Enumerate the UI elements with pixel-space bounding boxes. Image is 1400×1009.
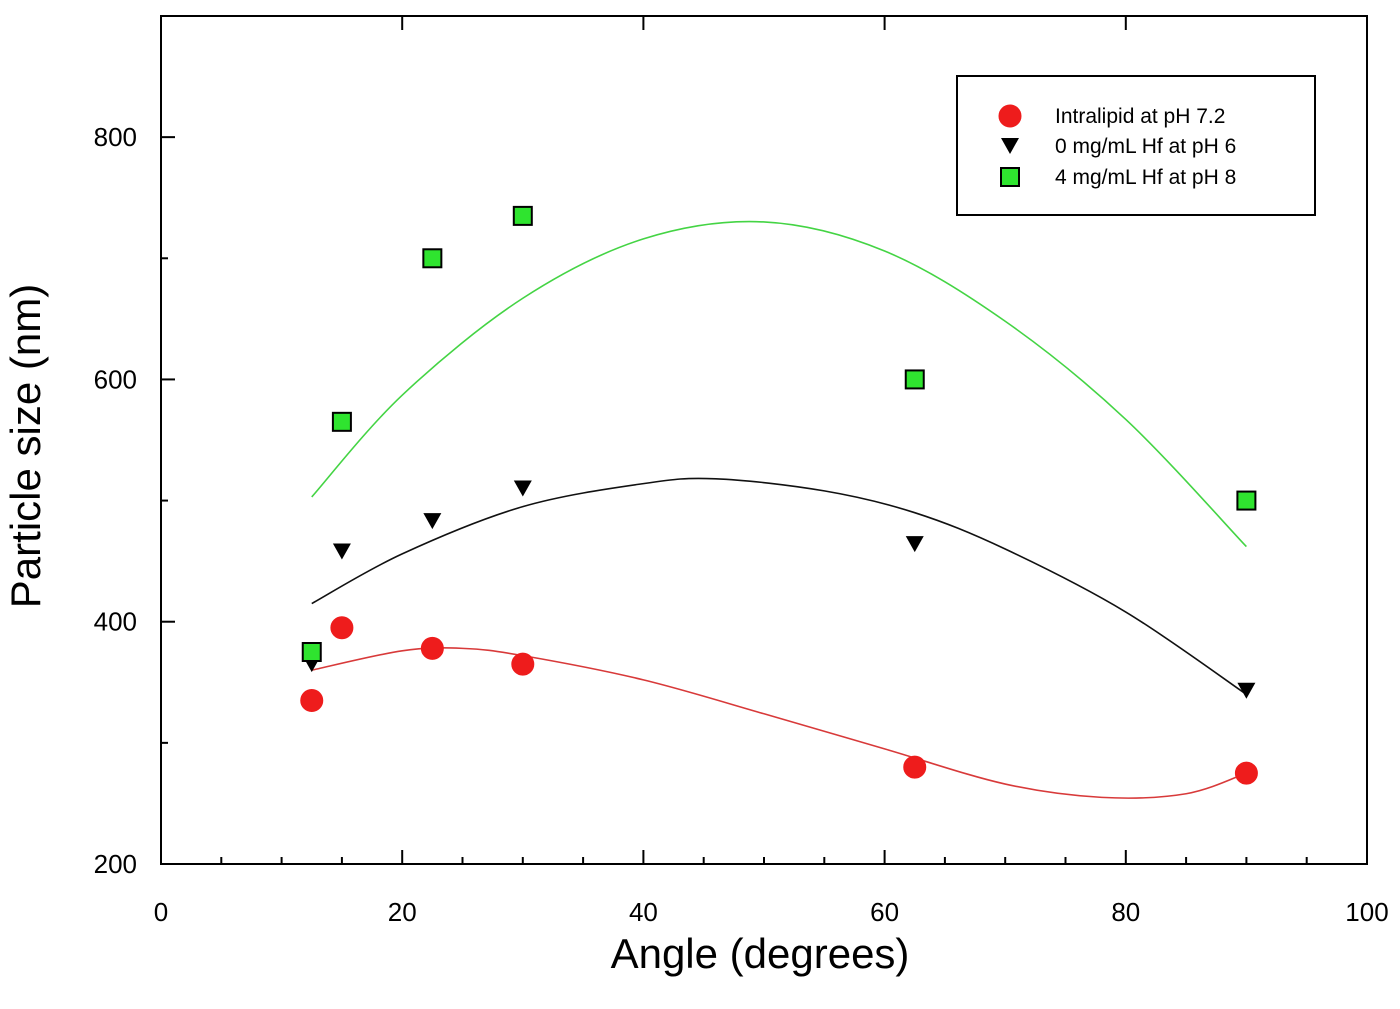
legend-label-series-2: 0 mg/mL Hf at pH 6 bbox=[1055, 135, 1236, 158]
data-point-series-2 bbox=[1237, 682, 1256, 699]
legend-label-series-3: 4 mg/mL Hf at pH 8 bbox=[1055, 166, 1236, 189]
legend-marker-series-1 bbox=[998, 104, 1022, 128]
x-tick-label: 20 bbox=[388, 897, 417, 927]
x-axis-title: Angle (degrees) bbox=[611, 930, 910, 977]
data-point-series-1 bbox=[1234, 761, 1258, 785]
data-point-series-1 bbox=[903, 755, 927, 779]
y-axis-title: Particle size (nm) bbox=[2, 284, 49, 608]
data-point-series-3 bbox=[331, 411, 352, 432]
fit-curve-series-1 bbox=[311, 647, 1247, 799]
fit-curves bbox=[311, 220, 1247, 799]
y-axis-ticks: 200 400 600 800 bbox=[94, 122, 175, 879]
data-point-series-3 bbox=[512, 205, 533, 226]
data-point-series-2 bbox=[423, 513, 442, 530]
fit-curve-series-2 bbox=[311, 477, 1247, 696]
data-points bbox=[300, 205, 1258, 785]
y-tick-label: 600 bbox=[94, 364, 137, 394]
data-point-series-1 bbox=[420, 636, 444, 660]
x-tick-label: 40 bbox=[629, 897, 658, 927]
data-point-series-3 bbox=[1236, 490, 1257, 511]
data-point-series-3 bbox=[904, 369, 925, 390]
data-point-series-3 bbox=[422, 248, 443, 269]
x-tick-label: 60 bbox=[870, 897, 899, 927]
fit-curve-series-3 bbox=[311, 220, 1247, 548]
legend-marker-series-3 bbox=[1000, 167, 1020, 187]
legend-marker-series-2 bbox=[1001, 138, 1019, 154]
x-tick-label: 100 bbox=[1345, 897, 1388, 927]
data-point-series-1 bbox=[511, 652, 535, 676]
data-point-series-1 bbox=[330, 616, 354, 640]
data-point-series-1 bbox=[300, 688, 324, 712]
data-point-series-2 bbox=[905, 536, 924, 553]
legend: Intralipid at pH 7.2 0 mg/mL Hf at pH 6 4 … bbox=[956, 75, 1316, 216]
x-tick-label: 0 bbox=[154, 897, 168, 927]
x-axis-ticks: 0 20 40 60 80 100 bbox=[154, 16, 1389, 927]
legend-box bbox=[956, 75, 1316, 216]
data-point-series-2 bbox=[513, 480, 532, 497]
data-point-series-3 bbox=[301, 642, 322, 662]
y-tick-label: 800 bbox=[94, 122, 137, 152]
data-point-series-2 bbox=[332, 543, 351, 560]
y-tick-label: 400 bbox=[94, 607, 137, 637]
legend-label-series-1: Intralipid at pH 7.2 bbox=[1055, 105, 1225, 128]
x-tick-label: 80 bbox=[1111, 897, 1140, 927]
y-tick-label: 200 bbox=[94, 849, 137, 879]
